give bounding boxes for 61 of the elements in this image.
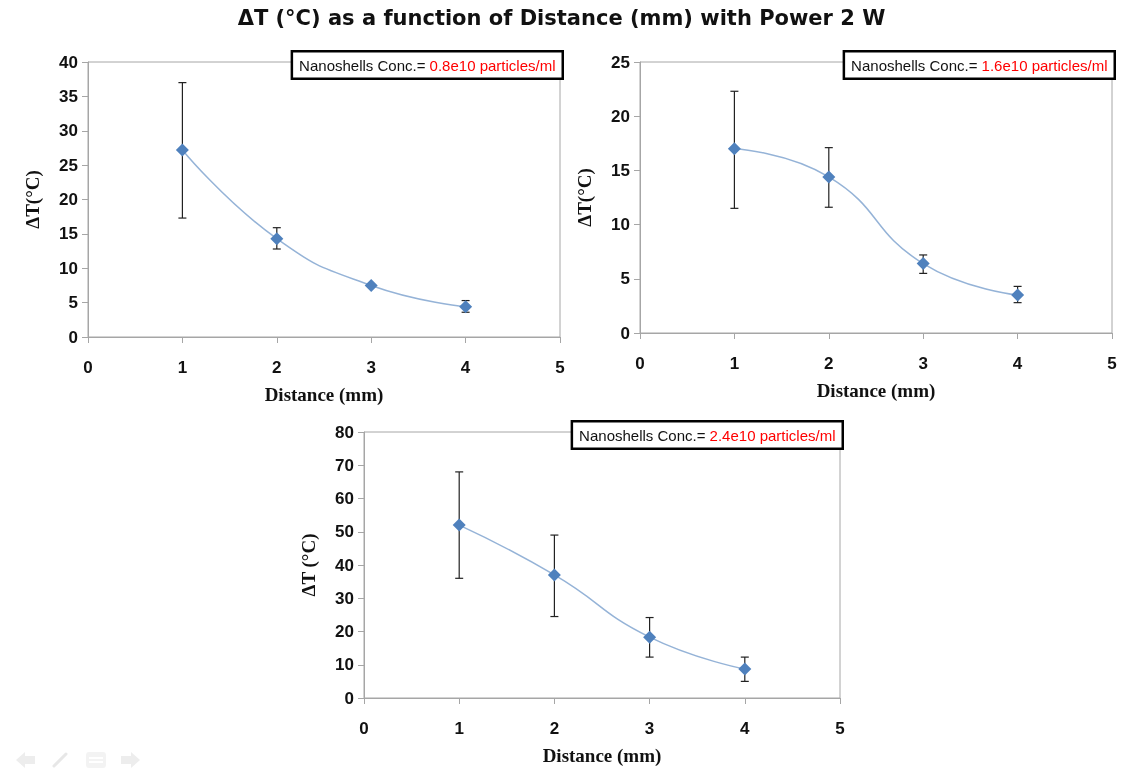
y-tick-label: 25 [611,52,630,72]
y-tick-label: 60 [335,489,354,508]
x-tick-label: 2 [549,719,560,738]
y-tick-label: 15 [59,224,78,244]
y-axis-title: ΔT (°C) [298,533,320,597]
y-tick-label: 20 [611,106,630,126]
x-tick-label: 3 [644,719,655,738]
x-tick-label: 1 [729,354,740,373]
y-tick-label: 15 [611,160,630,180]
y-tick-label: 30 [59,121,78,141]
x-axis-title: Distance (mm) [816,380,936,402]
x-tick-label: 0 [635,354,645,373]
chart-title: ΔT (°C) as a function of Distance (mm) with Power 2 W [236,6,887,30]
y-tick-label: 20 [335,622,354,641]
x-axis-title: Distance (mm) [542,745,662,767]
point [364,278,378,292]
y-tick-label: 30 [335,588,354,608]
y-tick-label: 80 [335,422,354,442]
annotation: Nanoshells Conc.= 1.6e10 particles/ml [851,56,1108,74]
x-tick-label: 5 [1107,354,1117,373]
point [738,662,752,676]
y-tick-label: 10 [611,215,630,235]
y-tick-label: 5 [68,293,78,313]
x-tick-label: 3 [366,358,376,377]
x-tick-label: 4 [460,358,471,377]
y-axis-title: ΔT(°C) [574,168,596,227]
y-tick-label: 10 [59,258,78,278]
y-tick-label: 10 [335,655,354,675]
y-tick-label: 0 [620,323,630,343]
x-tick-label: 0 [83,358,93,377]
x-tick-label: 5 [555,358,565,377]
x-tick-label: 1 [177,358,188,377]
y-tick-label: 40 [335,555,354,575]
x-tick-label: 0 [359,719,369,738]
annotation: Nanoshells Conc.= 2.4e10 particles/ml [579,426,836,444]
y-axis-title: ΔT(°C) [22,170,44,229]
y-tick-label: 35 [59,86,78,106]
x-tick-label: 2 [824,354,834,373]
y-tick-label: 25 [59,155,78,175]
point [270,232,284,246]
y-tick-label: 0 [68,327,78,347]
x-tick-label: 5 [835,719,845,738]
x-tick-label: 2 [272,358,282,377]
y-tick-label: 50 [335,522,354,542]
point [452,518,466,532]
y-tick-label: 0 [344,688,354,708]
y-tick-label: 5 [620,269,630,289]
x-tick-label: 1 [454,719,464,738]
point [175,143,189,157]
point [643,630,657,644]
y-tick-label: 70 [335,455,354,475]
x-tick-label: 4 [1012,354,1023,373]
x-tick-label: 3 [918,354,928,373]
point [822,170,836,184]
point [727,142,741,156]
y-tick-label: 40 [59,52,78,72]
x-tick-label: 4 [740,719,751,738]
annotation: Nanoshells Conc.= 0.8e10 particles/ml [299,56,556,74]
y-tick-label: 20 [59,190,78,209]
point [547,568,561,582]
x-axis-title: Distance (mm) [264,384,384,406]
